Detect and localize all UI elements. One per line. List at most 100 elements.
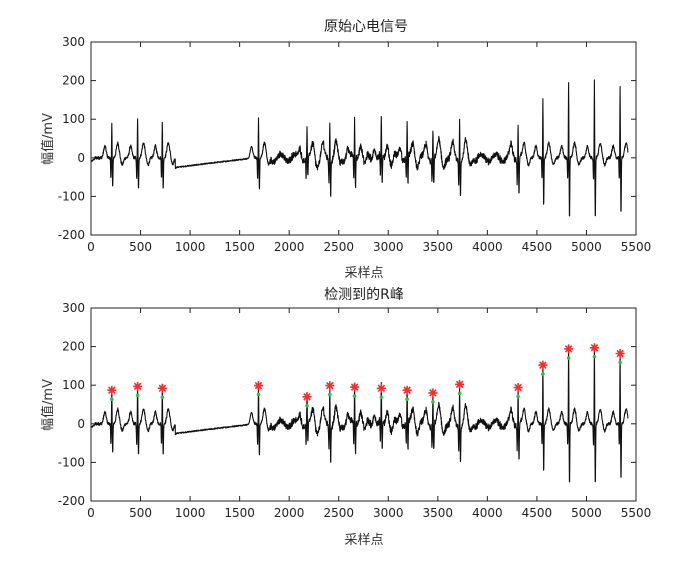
y-tick-label: 200 bbox=[62, 340, 85, 354]
r-peak-star bbox=[254, 381, 263, 391]
r-peak-marker bbox=[157, 383, 167, 400]
x-tick-label: 0 bbox=[87, 240, 95, 254]
y-tick-label: 0 bbox=[77, 417, 85, 431]
r-peak-star bbox=[325, 381, 335, 391]
y-tick-label: 0 bbox=[77, 151, 85, 165]
y-tick-label: 100 bbox=[62, 378, 85, 392]
r-peak-base-dot bbox=[135, 393, 140, 398]
r-peak-star bbox=[538, 360, 548, 370]
r-peak-marker bbox=[589, 343, 599, 359]
r-peak-marker bbox=[455, 379, 465, 396]
x-tick-label: 4000 bbox=[472, 240, 503, 254]
r-peak-base-dot bbox=[592, 354, 597, 359]
r-peak-marker bbox=[538, 360, 548, 376]
x-tick-label: 5000 bbox=[571, 240, 602, 254]
r-peak-base-dot bbox=[566, 356, 571, 360]
r-peak-marker bbox=[615, 349, 625, 365]
plot-raw-ecg: 原始心电信号 0 500 1000 1500 2000 2500 3000 3500 4000 4… bbox=[40, 19, 651, 281]
r-peak-base-dot bbox=[160, 395, 165, 400]
r-peak-marker bbox=[513, 383, 523, 399]
r-peak-base-dot bbox=[379, 395, 384, 400]
x-tick-label: 2000 bbox=[274, 506, 305, 520]
y-axis-label-raw: 幅值/mV bbox=[40, 113, 56, 165]
ecg-signal-peaks bbox=[90, 345, 629, 483]
r-peak-base-dot bbox=[431, 400, 435, 404]
r-peak-marker bbox=[350, 382, 360, 398]
r-peak-marker bbox=[325, 381, 335, 397]
y-tick-label: 300 bbox=[62, 35, 85, 49]
y-tick-label: -200 bbox=[58, 494, 85, 508]
axis-ticks-raw: 0 500 1000 1500 2000 2500 3000 3500 4000 4500 5000… bbox=[58, 35, 652, 254]
x-tick-label: 5000 bbox=[571, 506, 602, 520]
r-peak-marker bbox=[254, 381, 263, 397]
r-peak-star bbox=[589, 343, 599, 353]
x-tick-label: 1500 bbox=[224, 240, 255, 254]
r-peak-marker bbox=[564, 344, 574, 360]
r-peak-star bbox=[428, 388, 438, 398]
y-tick-label: -100 bbox=[58, 455, 85, 469]
r-peak-star bbox=[376, 383, 386, 393]
ecg-signal-raw bbox=[90, 79, 629, 217]
r-peak-base-dot bbox=[256, 392, 261, 397]
x-tick-label: 4500 bbox=[522, 506, 553, 520]
x-tick-label: 5500 bbox=[621, 240, 652, 254]
y-tick-label: 300 bbox=[62, 301, 85, 315]
r-peak-star bbox=[564, 344, 574, 354]
r-peak-base-dot bbox=[305, 403, 309, 408]
r-peak-star bbox=[455, 379, 465, 389]
r-peak-star bbox=[133, 381, 143, 391]
plot-frame-peaks bbox=[90, 307, 637, 502]
r-peak-markers bbox=[107, 343, 625, 408]
r-peak-marker bbox=[376, 383, 386, 400]
plot-title-peaks: 检测到的R峰 bbox=[324, 287, 404, 303]
r-peak-marker bbox=[302, 392, 312, 408]
axis-ticks-peaks: 0 500 1000 1500 2000 2500 3000 3500 4000 4500 5000… bbox=[58, 301, 652, 520]
r-peak-base-dot bbox=[618, 360, 622, 365]
x-tick-label: 3000 bbox=[373, 240, 404, 254]
y-tick-label: 200 bbox=[62, 74, 85, 88]
r-peak-star bbox=[350, 382, 360, 392]
r-peak-star bbox=[402, 385, 412, 395]
plot-title-raw: 原始心电信号 bbox=[324, 19, 408, 35]
r-peak-star bbox=[513, 383, 523, 392]
x-tick-label: 0 bbox=[87, 506, 95, 520]
x-tick-label: 500 bbox=[129, 240, 152, 254]
x-tick-label: 1000 bbox=[175, 506, 206, 520]
x-tick-label: 2500 bbox=[323, 506, 354, 520]
x-tick-label: 4500 bbox=[522, 240, 553, 254]
r-peak-marker bbox=[428, 388, 438, 404]
r-peak-star bbox=[302, 392, 312, 402]
x-tick-label: 1000 bbox=[175, 240, 206, 254]
y-axis-label-peaks: 幅值/mV bbox=[40, 379, 56, 431]
r-peak-marker bbox=[402, 385, 412, 402]
x-tick-label: 500 bbox=[129, 506, 152, 520]
x-tick-label: 3500 bbox=[423, 506, 454, 520]
x-axis-label-peaks: 采样点 bbox=[344, 533, 383, 548]
r-peak-base-dot bbox=[541, 372, 545, 376]
r-peak-base-dot bbox=[516, 394, 520, 399]
r-peak-base-dot bbox=[457, 391, 462, 396]
plot-detected-r-peaks: 检测到的R峰 0 500 1000 1500 2000 2500 3000 3500 4000 4… bbox=[40, 287, 651, 548]
r-peak-base-dot bbox=[110, 397, 114, 402]
r-peak-marker bbox=[107, 385, 117, 402]
x-tick-label: 3500 bbox=[423, 240, 454, 254]
x-tick-label: 5500 bbox=[621, 506, 652, 520]
r-peak-base-dot bbox=[405, 397, 409, 402]
x-tick-label: 2500 bbox=[323, 240, 354, 254]
y-tick-label: -100 bbox=[58, 189, 85, 203]
r-peak-star bbox=[107, 385, 117, 395]
x-tick-label: 1500 bbox=[224, 506, 255, 520]
y-tick-label: 100 bbox=[62, 112, 85, 126]
x-tick-label: 2000 bbox=[274, 240, 305, 254]
x-axis-label-raw: 采样点 bbox=[344, 266, 383, 281]
r-peak-base-dot bbox=[328, 392, 332, 397]
x-tick-label: 4000 bbox=[472, 506, 503, 520]
r-peak-base-dot bbox=[352, 394, 357, 398]
x-tick-label: 3000 bbox=[373, 506, 404, 520]
r-peak-marker bbox=[133, 381, 143, 398]
r-peak-star bbox=[615, 349, 625, 358]
y-tick-label: -200 bbox=[58, 228, 85, 242]
r-peak-star bbox=[157, 383, 167, 393]
plot-frame-raw bbox=[90, 41, 637, 236]
